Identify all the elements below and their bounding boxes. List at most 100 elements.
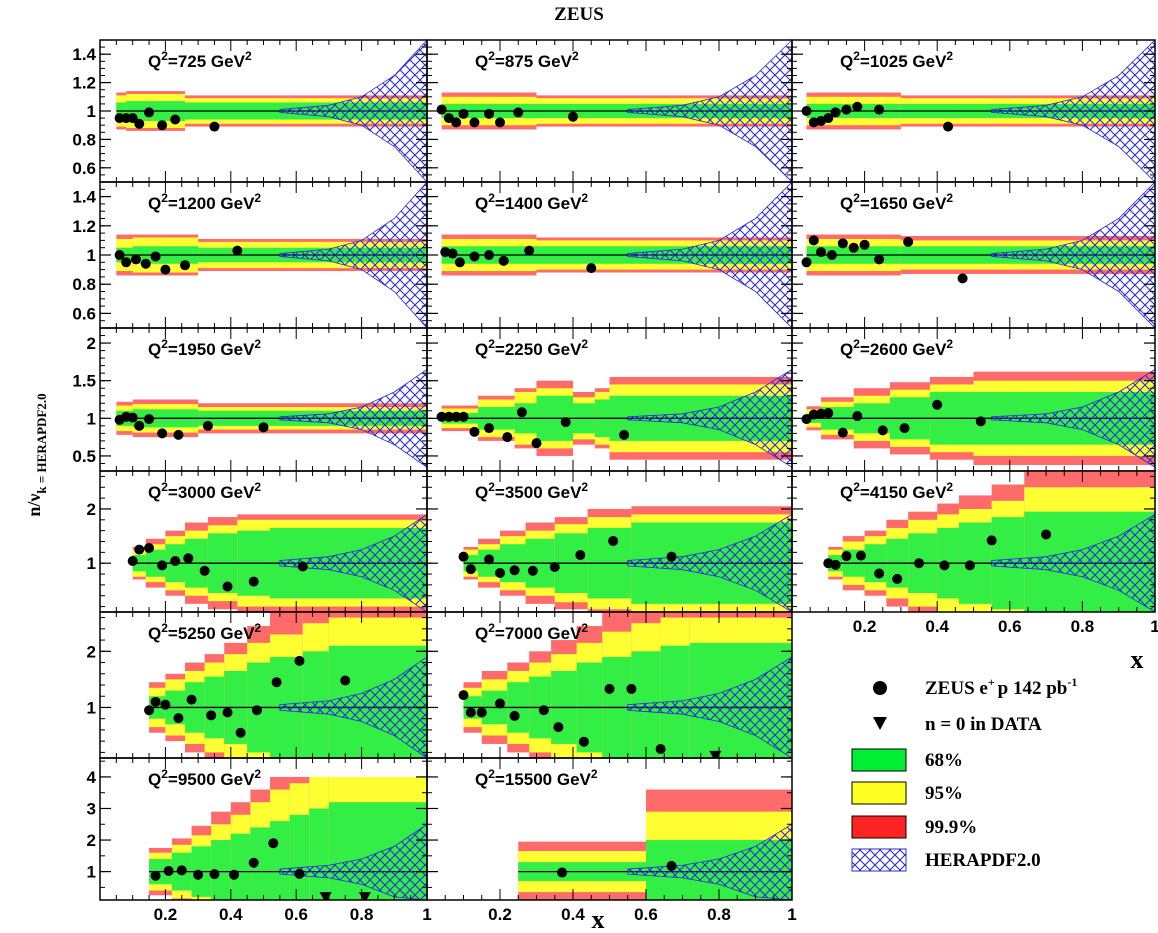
data-point	[469, 426, 480, 437]
panel-q2-2250: Q2=2250 GeV2	[426, 327, 793, 472]
data-point	[209, 121, 220, 132]
data-point	[655, 744, 666, 755]
data-point	[206, 710, 217, 721]
data-point	[202, 420, 213, 431]
x-tick-label: 0.2	[488, 905, 512, 924]
data-point	[495, 567, 505, 578]
zero-count-marker	[319, 892, 332, 900]
data-point	[801, 414, 812, 425]
legend-entry-band68: 68%	[851, 748, 963, 772]
data-point	[127, 113, 138, 124]
data-point	[852, 411, 863, 422]
legend-entry-data: ZEUS e+ p 142 pb-1	[873, 675, 1077, 699]
y-tick-label: 1	[87, 698, 96, 717]
panel-q2-3500: Q2=3500 GeV2	[426, 470, 793, 613]
uncertainty-band	[529, 651, 552, 758]
panel-q2-3000: 1 2 Q2=3000 GeV2	[87, 470, 428, 613]
y-tick-label: 1	[87, 554, 96, 573]
panel-q2-1650: Q2=1650 GeV2	[791, 181, 1156, 329]
uncertainty-band	[250, 789, 271, 900]
legend-entry-band95: 95%	[851, 781, 963, 805]
data-point	[502, 432, 513, 443]
data-point	[173, 429, 184, 440]
data-point	[222, 707, 233, 718]
panel-label: Q2=1400 GeV2	[475, 191, 588, 213]
uncertainty-band	[224, 642, 248, 758]
data-point	[186, 694, 197, 705]
uncertainty-band	[289, 776, 310, 900]
data-point	[619, 429, 630, 440]
uncertainty-band	[660, 612, 690, 758]
data-point	[575, 550, 586, 561]
panel-label: Q2=1650 GeV2	[840, 191, 953, 213]
data-point	[140, 258, 151, 269]
legend-entry-zero: n = 0 in DATA	[873, 714, 1042, 735]
data-point	[340, 675, 351, 686]
data-point	[150, 870, 161, 881]
data-point	[932, 399, 943, 410]
data-point	[957, 273, 968, 284]
data-point	[176, 865, 187, 876]
data-point	[855, 550, 866, 561]
data-point	[816, 247, 827, 258]
data-point	[666, 860, 677, 871]
data-point	[841, 104, 852, 115]
x-tick-label: 0.2	[154, 905, 178, 924]
panel-label: Q2=15500 GeV2	[475, 767, 598, 789]
panel-label: Q2=4150 GeV2	[840, 480, 953, 502]
data-point	[837, 238, 848, 249]
y-tick-label: 2	[87, 334, 96, 353]
panel-label: Q2=1950 GeV2	[148, 337, 261, 359]
data-point	[134, 420, 145, 431]
x-tick-label: 0.8	[350, 905, 374, 924]
legend: ZEUS e+ p 142 pb-1 n = 0 in DATA 68% 95% 99.9…	[851, 675, 1077, 872]
data-point	[498, 255, 509, 266]
data-point	[801, 257, 812, 268]
data-point	[986, 535, 997, 546]
y-tick-label: 1	[87, 246, 96, 265]
x-tick-label: 1	[787, 905, 796, 924]
uncertainty-band	[587, 508, 632, 612]
panel-label: Q2=1200 GeV2	[148, 191, 261, 213]
panel-q2-725: 0.6 0.8 1 1.2 1.4 Q2=725 GeV2	[72, 39, 428, 183]
x-tick-label: 1	[1150, 617, 1158, 636]
data-point	[899, 423, 910, 434]
panel-label: Q2=7000 GeV2	[475, 621, 588, 643]
uncertainty-band	[165, 673, 186, 742]
data-point	[114, 250, 125, 260]
x-tick-label: 0.6	[284, 905, 308, 924]
data-point	[495, 117, 505, 128]
data-point	[170, 114, 181, 125]
data-point	[808, 409, 819, 420]
legend-triangle-icon	[873, 717, 887, 730]
data-point	[848, 242, 859, 253]
x-tick-label: 0.6	[998, 617, 1022, 636]
uncertainty-band	[230, 802, 251, 900]
band-rect	[211, 840, 231, 900]
panel-q2-5250: 1 2 Q2=5250 GeV2	[87, 611, 428, 759]
data-point	[458, 690, 469, 701]
data-point	[852, 101, 863, 112]
data-point	[232, 245, 243, 256]
data-point	[484, 250, 495, 260]
y-tick-label: 1	[87, 409, 96, 428]
uncertainty-band	[211, 811, 231, 900]
panel-label: Q2=3500 GeV2	[475, 480, 588, 502]
data-point	[180, 260, 191, 271]
data-point	[170, 556, 181, 567]
legend-entry-hera: HERAPDF2.0	[851, 848, 1041, 872]
x-tick-label: 0.2	[853, 617, 877, 636]
y-tick-label: 1.2	[72, 217, 96, 236]
x-tick-label: 1	[422, 905, 431, 924]
data-point	[134, 118, 145, 129]
y-tick-label: 2	[87, 500, 96, 519]
data-point	[568, 111, 578, 122]
band-rect	[270, 821, 290, 900]
data-point	[586, 263, 597, 274]
panel-label: Q2=9500 GeV2	[148, 767, 261, 789]
panel-q2-1950: 0.5 1 1.5 2 Q2=1950 GeV2	[72, 327, 428, 472]
panel-grid: 0.6 0.8 1 1.2 1.4 Q2=725 GeV2 Q2=875 GeV2 Q2=10…	[72, 39, 1158, 924]
data-point	[874, 254, 885, 265]
data-point	[157, 560, 168, 571]
panel-label: Q2=3000 GeV2	[148, 480, 261, 502]
